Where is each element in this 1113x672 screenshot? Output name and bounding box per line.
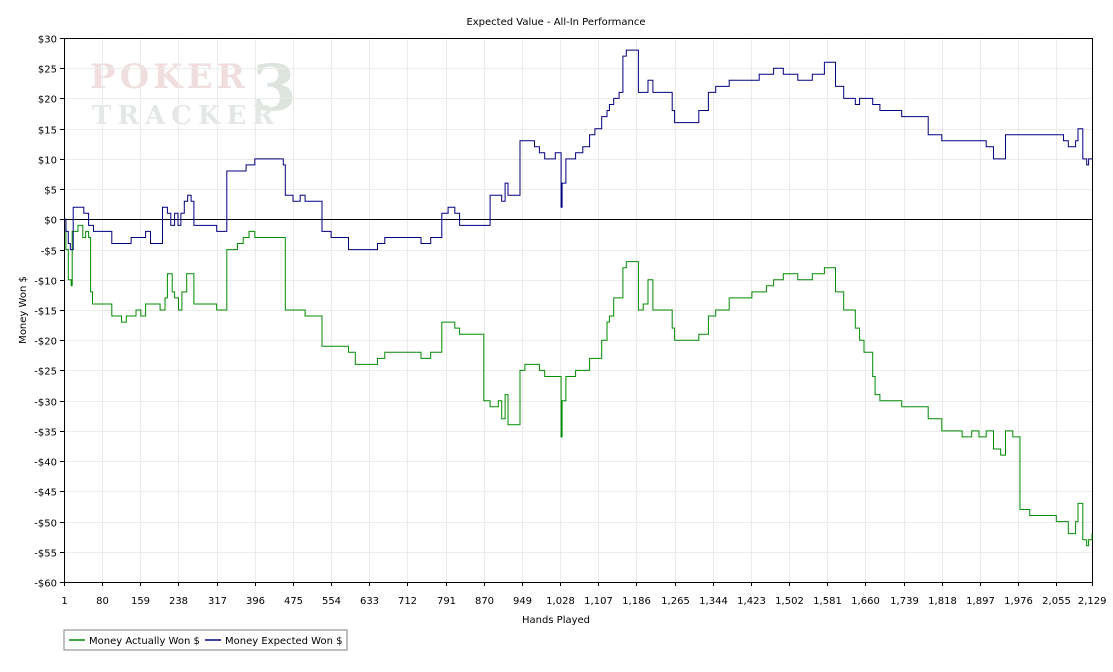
x-tick-label: 1,660 <box>851 596 880 607</box>
x-tick-label: 1 <box>61 596 67 607</box>
watermark-line2: TRACKER <box>92 101 280 131</box>
watermark-line1-suffix: 3 <box>252 51 297 126</box>
y-tick-label: -$25 <box>34 367 57 378</box>
legend-label-actual: Money Actually Won $ <box>89 636 200 647</box>
watermark-logo: POKER 3 TRACKER <box>90 51 297 131</box>
y-tick-label: -$5 <box>41 247 57 258</box>
x-tick-label: 1,976 <box>1004 596 1033 607</box>
y-tick-label: -$15 <box>34 307 57 318</box>
x-tick-label: 80 <box>96 596 109 607</box>
x-tick-label: 1,581 <box>813 596 842 607</box>
y-axis-label: Money Won $ <box>18 276 29 344</box>
y-tick-label: $30 <box>38 35 57 46</box>
x-tick-label: 712 <box>398 596 417 607</box>
x-tick-label: 1,818 <box>928 596 957 607</box>
x-tick-label: 1,344 <box>699 596 728 607</box>
y-tick-label: -$45 <box>34 488 57 499</box>
series-layer <box>64 49 1093 547</box>
y-tick-label: -$50 <box>34 519 57 530</box>
y-tick-label: $20 <box>38 95 57 106</box>
y-tick-label: $5 <box>44 186 57 197</box>
y-tick-label: -$20 <box>34 337 57 348</box>
y-tick-label: $0 <box>44 216 57 227</box>
y-tick-label: -$35 <box>34 428 57 439</box>
x-tick-label: 633 <box>360 596 379 607</box>
x-tick-label: 317 <box>208 596 227 607</box>
x-tick-label: 1,265 <box>661 596 690 607</box>
x-tick-label: 396 <box>246 596 265 607</box>
y-tick-label: -$55 <box>34 549 57 560</box>
x-tick-label: 554 <box>322 596 341 607</box>
x-tick-label: 1,423 <box>737 596 766 607</box>
watermark-line1: POKER <box>90 57 249 97</box>
x-tick-label: 238 <box>169 596 188 607</box>
x-tick-label: 1,502 <box>775 596 804 607</box>
x-axis-label: Hands Played <box>522 615 590 626</box>
x-tick-label: 2,055 <box>1042 596 1071 607</box>
y-tick-label: $25 <box>38 65 57 76</box>
x-tick-label: 1,186 <box>622 596 651 607</box>
x-tick-label: 870 <box>475 596 494 607</box>
x-tick-label: 159 <box>131 596 150 607</box>
chart-title: Expected Value - All-In Performance <box>466 17 645 28</box>
y-tick-label: $10 <box>38 156 57 167</box>
series-line-actual <box>64 218 1093 547</box>
x-tick-label: 949 <box>513 596 532 607</box>
x-tick-label: 1,897 <box>966 596 995 607</box>
x-tick-label: 1,028 <box>546 596 575 607</box>
x-tick-label: 791 <box>437 596 456 607</box>
axes: $30 $25 $20 $15 $10 $5 $0 -$5 -$10 -$15 -$20 -$25 -$… <box>34 35 1106 608</box>
y-tick-label: -$60 <box>34 579 57 590</box>
y-tick-label: $15 <box>38 126 57 137</box>
x-tick-label: 2,129 <box>1078 596 1107 607</box>
x-tick-label: 475 <box>284 596 303 607</box>
series-line-expected <box>64 49 1092 251</box>
y-tick-label: -$30 <box>34 398 57 409</box>
x-tick-label: 1,739 <box>890 596 919 607</box>
legend: Money Actually Won $ Money Expected Won … <box>63 629 348 651</box>
y-tick-label: -$40 <box>34 458 57 469</box>
plot-frame <box>64 38 1093 583</box>
y-tick-label: -$10 <box>34 277 57 288</box>
x-tick-label: 1,107 <box>584 596 613 607</box>
legend-label-expected: Money Expected Won $ <box>225 636 342 647</box>
